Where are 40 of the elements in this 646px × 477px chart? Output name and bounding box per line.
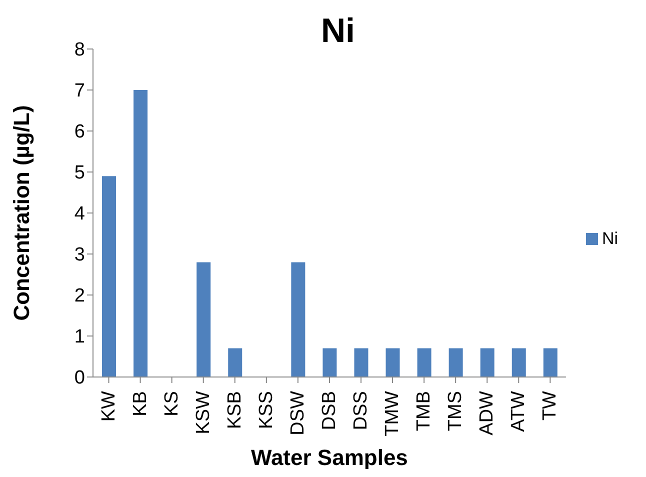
x-tick-label: TW [540,390,561,421]
x-tick-label: KSW [192,390,214,434]
bar [102,176,116,377]
bar [196,262,211,377]
y-tick-label: 5 [74,162,85,184]
x-tick-label: KSS [256,391,277,430]
bar [134,90,148,377]
x-tick-label: DSW [287,390,308,436]
legend-label: Ni [602,228,618,248]
y-tick-label: 8 [74,40,85,61]
bar [448,348,463,377]
x-tick-label: ADW [476,390,498,436]
y-tick-label: 6 [74,122,85,143]
bar [512,348,526,377]
x-tick-label: KW [98,390,120,422]
bar [417,348,432,377]
x-tick-label: TMW [382,390,404,436]
bar [543,348,558,377]
y-tick-label: 0 [74,368,85,389]
x-tick-label: KB [130,391,151,416]
bar [228,348,242,377]
x-tick-label: KS [161,391,182,416]
x-tick-label: DSB [318,391,340,430]
x-tick-label: TMB [414,391,435,432]
bar [354,348,368,377]
x-tick-label: TMS [445,391,466,432]
x-tick-label: ATW [508,390,530,432]
bar [322,348,337,377]
bar [386,348,400,377]
y-axis-title: Concentration (µg/L) [8,105,34,321]
y-tick-label: 7 [74,80,85,102]
chart-title: Ni [321,12,355,50]
bar [480,348,494,377]
x-tick-label: DSS [350,391,372,430]
y-tick-label: 4 [74,204,86,225]
y-tick-label: 2 [74,286,85,307]
bar [291,262,306,377]
y-tick-label: 3 [74,244,85,266]
x-tick-label: KSB [224,391,246,430]
y-tick-label: 1 [74,326,85,348]
